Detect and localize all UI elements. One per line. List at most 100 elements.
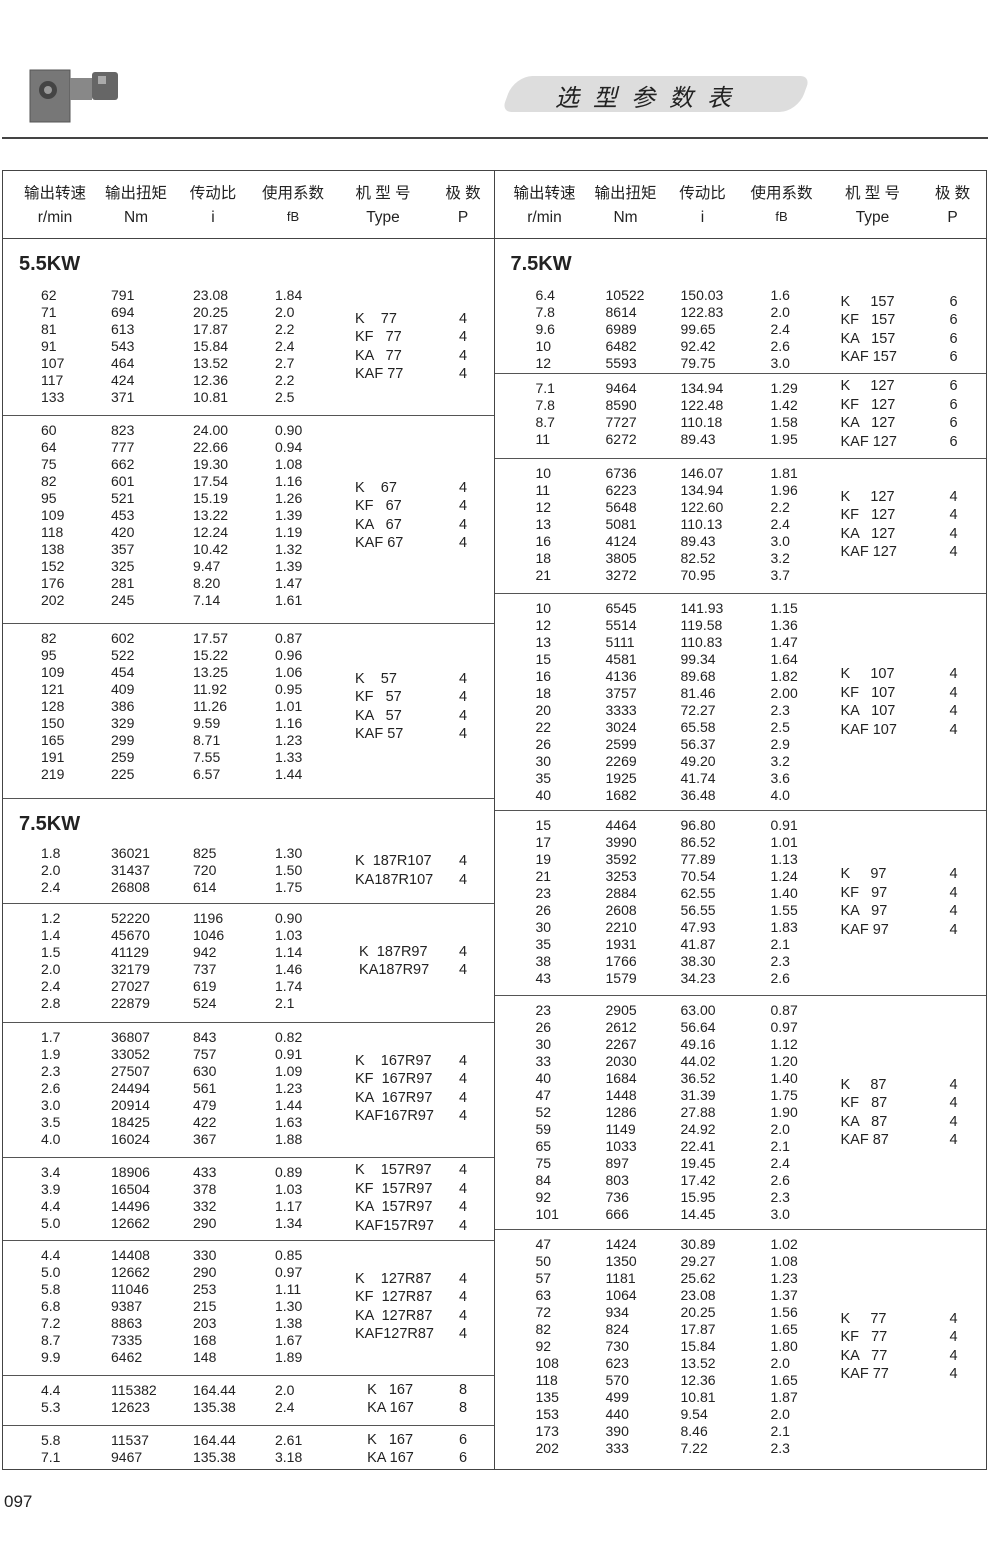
ratio-cell: 47.93 <box>680 919 716 935</box>
speed-cell: 60 <box>41 422 57 438</box>
speed-cell: 95 <box>41 490 57 506</box>
table-row: 16 4124 89.43 3.0 <box>495 533 987 550</box>
torque-cell: 5648 <box>605 499 637 515</box>
table-row: 1.8 36021 825 1.30 <box>3 845 494 862</box>
torque-cell: 6462 <box>111 1349 143 1365</box>
table-row: 5.3 12623 135.38 2.4 <box>3 1399 494 1416</box>
table-row: 13 5111 110.83 1.47 <box>495 634 987 651</box>
torque-cell: 1684 <box>605 1070 637 1086</box>
service-factor-cell: 1.30 <box>275 845 303 861</box>
left-column: 输出转速 r/min 输出扭矩 Nm 传动比 i 使用系数 fB 机 型 号 Type 极 数 P 5.… <box>3 171 494 1469</box>
torque-cell: 623 <box>605 1355 629 1371</box>
table-row: 35 1925 41.74 3.6 <box>495 770 987 787</box>
speed-cell: 12 <box>535 355 552 371</box>
data-rows: 15 4464 96.80 0.91 17 3990 86.52 1.01 19 3592 77.8… <box>495 817 987 987</box>
data-rows: 62 791 23.08 1.84 71 694 20.25 2.0 81 613 17.87 2.2… <box>3 287 494 406</box>
speed-cell: 91 <box>41 338 57 354</box>
ratio-cell: 479 <box>193 1097 217 1113</box>
speed-cell: 4.4 <box>41 1382 61 1398</box>
ratio-cell: 77.89 <box>680 851 716 867</box>
ratio-cell: 141.93 <box>680 600 724 616</box>
ratio-cell: 82.52 <box>680 550 716 566</box>
service-factor-cell: 1.58 <box>770 414 798 430</box>
service-factor-cell: 1.75 <box>770 1087 798 1103</box>
poles-cell: 4 <box>459 1217 468 1234</box>
torque-cell: 613 <box>111 321 135 337</box>
table-row: 118 420 12.24 1.19 <box>3 524 494 541</box>
type-cell: KAF 127 <box>840 544 897 560</box>
poles-cell: 6 <box>949 349 958 365</box>
torque-cell: 3990 <box>605 834 637 850</box>
table-row: 8.7 7727 110.18 1.58 <box>495 414 987 431</box>
speed-cell: 1.9 <box>41 1046 61 1062</box>
header-service-factor-cn: 使用系数 <box>261 185 324 202</box>
speed-cell: 152 <box>41 558 65 574</box>
type-row: KAF 77 4 <box>3 365 494 384</box>
torque-cell: 325 <box>111 558 135 574</box>
service-factor-cell: 1.17 <box>275 1198 303 1214</box>
type-cell: K 77 <box>355 310 397 327</box>
poles-cell: 4 <box>459 707 468 724</box>
torque-cell: 36021 <box>111 845 150 861</box>
speed-cell: 1.4 <box>41 927 61 943</box>
header-torque-unit: Nm <box>123 209 149 226</box>
type-row: KA 127 6 <box>495 414 987 433</box>
torque-cell: 333 <box>605 1440 629 1456</box>
service-factor-cell: 0.90 <box>275 910 303 926</box>
data-rows: 1.2 52220 1196 0.90 1.4 45670 1046 1.03 1.5 41129… <box>3 910 494 1012</box>
type-row: KA 87 4 <box>495 1113 987 1132</box>
table-row: 65 1033 22.41 2.1 <box>495 1138 987 1155</box>
service-factor-cell: 1.16 <box>275 715 303 731</box>
type-cell: KA 127 <box>840 525 896 542</box>
ratio-cell: 8.71 <box>193 732 221 748</box>
type-row: KAF 77 4 <box>495 1365 987 1384</box>
type-cell: K 157 <box>840 293 895 310</box>
type-row: KA 77 4 <box>3 347 494 366</box>
ratio-cell: 24.00 <box>193 422 229 438</box>
speed-cell: 71 <box>41 304 57 320</box>
poles-cell: 4 <box>949 1347 958 1364</box>
page-title: 选型参数表 <box>555 84 745 112</box>
service-factor-cell: 1.83 <box>770 919 798 935</box>
ratio-cell: 203 <box>193 1315 217 1331</box>
torque-cell: 662 <box>111 456 135 472</box>
torque-cell: 8863 <box>111 1315 143 1331</box>
poles-cell: 4 <box>459 1199 468 1215</box>
type-cell: KAF167R97 <box>355 1108 434 1124</box>
header-poles-cn: 极 数 <box>445 185 481 202</box>
data-rows: 4.4 115382 164.44 2.0 5.3 12623 135.38 2.4 <box>3 1382 494 1416</box>
torque-cell: 32179 <box>111 961 150 977</box>
torque-cell: 12623 <box>111 1399 150 1415</box>
table-row: 128 386 11.26 1.01 <box>3 698 494 715</box>
service-factor-cell: 2.0 <box>770 304 790 320</box>
table-row: 40 1684 36.52 1.40 <box>495 1070 987 1087</box>
table-row: 33 2030 44.02 1.20 <box>495 1053 987 1070</box>
table-row: 117 424 12.36 2.2 <box>3 372 494 389</box>
type-row: KAF 67 4 <box>3 534 494 553</box>
type-list: K 77 4 KF 77 4 KA 77 4 KAF 77 4 <box>495 1310 987 1384</box>
torque-cell: 1286 <box>605 1104 637 1120</box>
table-row: 101 666 14.45 3.0 <box>495 1206 987 1223</box>
model-group: 47 1424 30.89 1.02 50 1350 29.27 1.08 57 1181 25.6… <box>495 1230 987 1471</box>
torque-cell: 10522 <box>605 287 645 303</box>
type-row: K 187R97 4 <box>3 943 494 962</box>
ratio-cell: 17.87 <box>193 321 229 337</box>
table-row: 72 934 20.25 1.56 <box>495 1304 987 1321</box>
service-factor-cell: 0.95 <box>275 681 303 697</box>
type-cell: K 97 <box>840 866 887 882</box>
torque-cell: 2269 <box>605 753 637 769</box>
right-column: 输出转速 r/min 输出扭矩 Nm 传动比 i 使用系数 fB 机 型 号 Type 极 数 P 7.… <box>493 171 987 1471</box>
service-factor-cell: 0.85 <box>275 1247 303 1263</box>
ratio-cell: 10.81 <box>193 389 229 405</box>
header-type-unit: Type <box>855 209 890 226</box>
type-row: K 157R97 4 <box>3 1161 494 1180</box>
torque-cell: 570 <box>605 1372 629 1388</box>
service-factor-cell: 1.47 <box>770 634 798 650</box>
torque-cell: 3592 <box>605 851 637 867</box>
table-row: 71 694 20.25 2.0 <box>3 304 494 321</box>
poles-cell: 4 <box>949 525 958 542</box>
torque-cell: 357 <box>111 541 135 557</box>
speed-cell: 92 <box>535 1189 552 1205</box>
table-row: 5.8 11537 164.44 2.61 <box>3 1432 494 1449</box>
type-row: KA 167 8 <box>3 1399 494 1418</box>
